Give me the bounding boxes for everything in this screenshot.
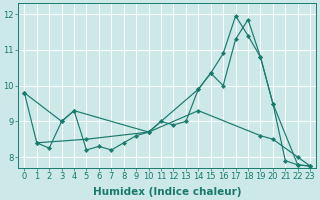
- X-axis label: Humidex (Indice chaleur): Humidex (Indice chaleur): [93, 187, 242, 197]
